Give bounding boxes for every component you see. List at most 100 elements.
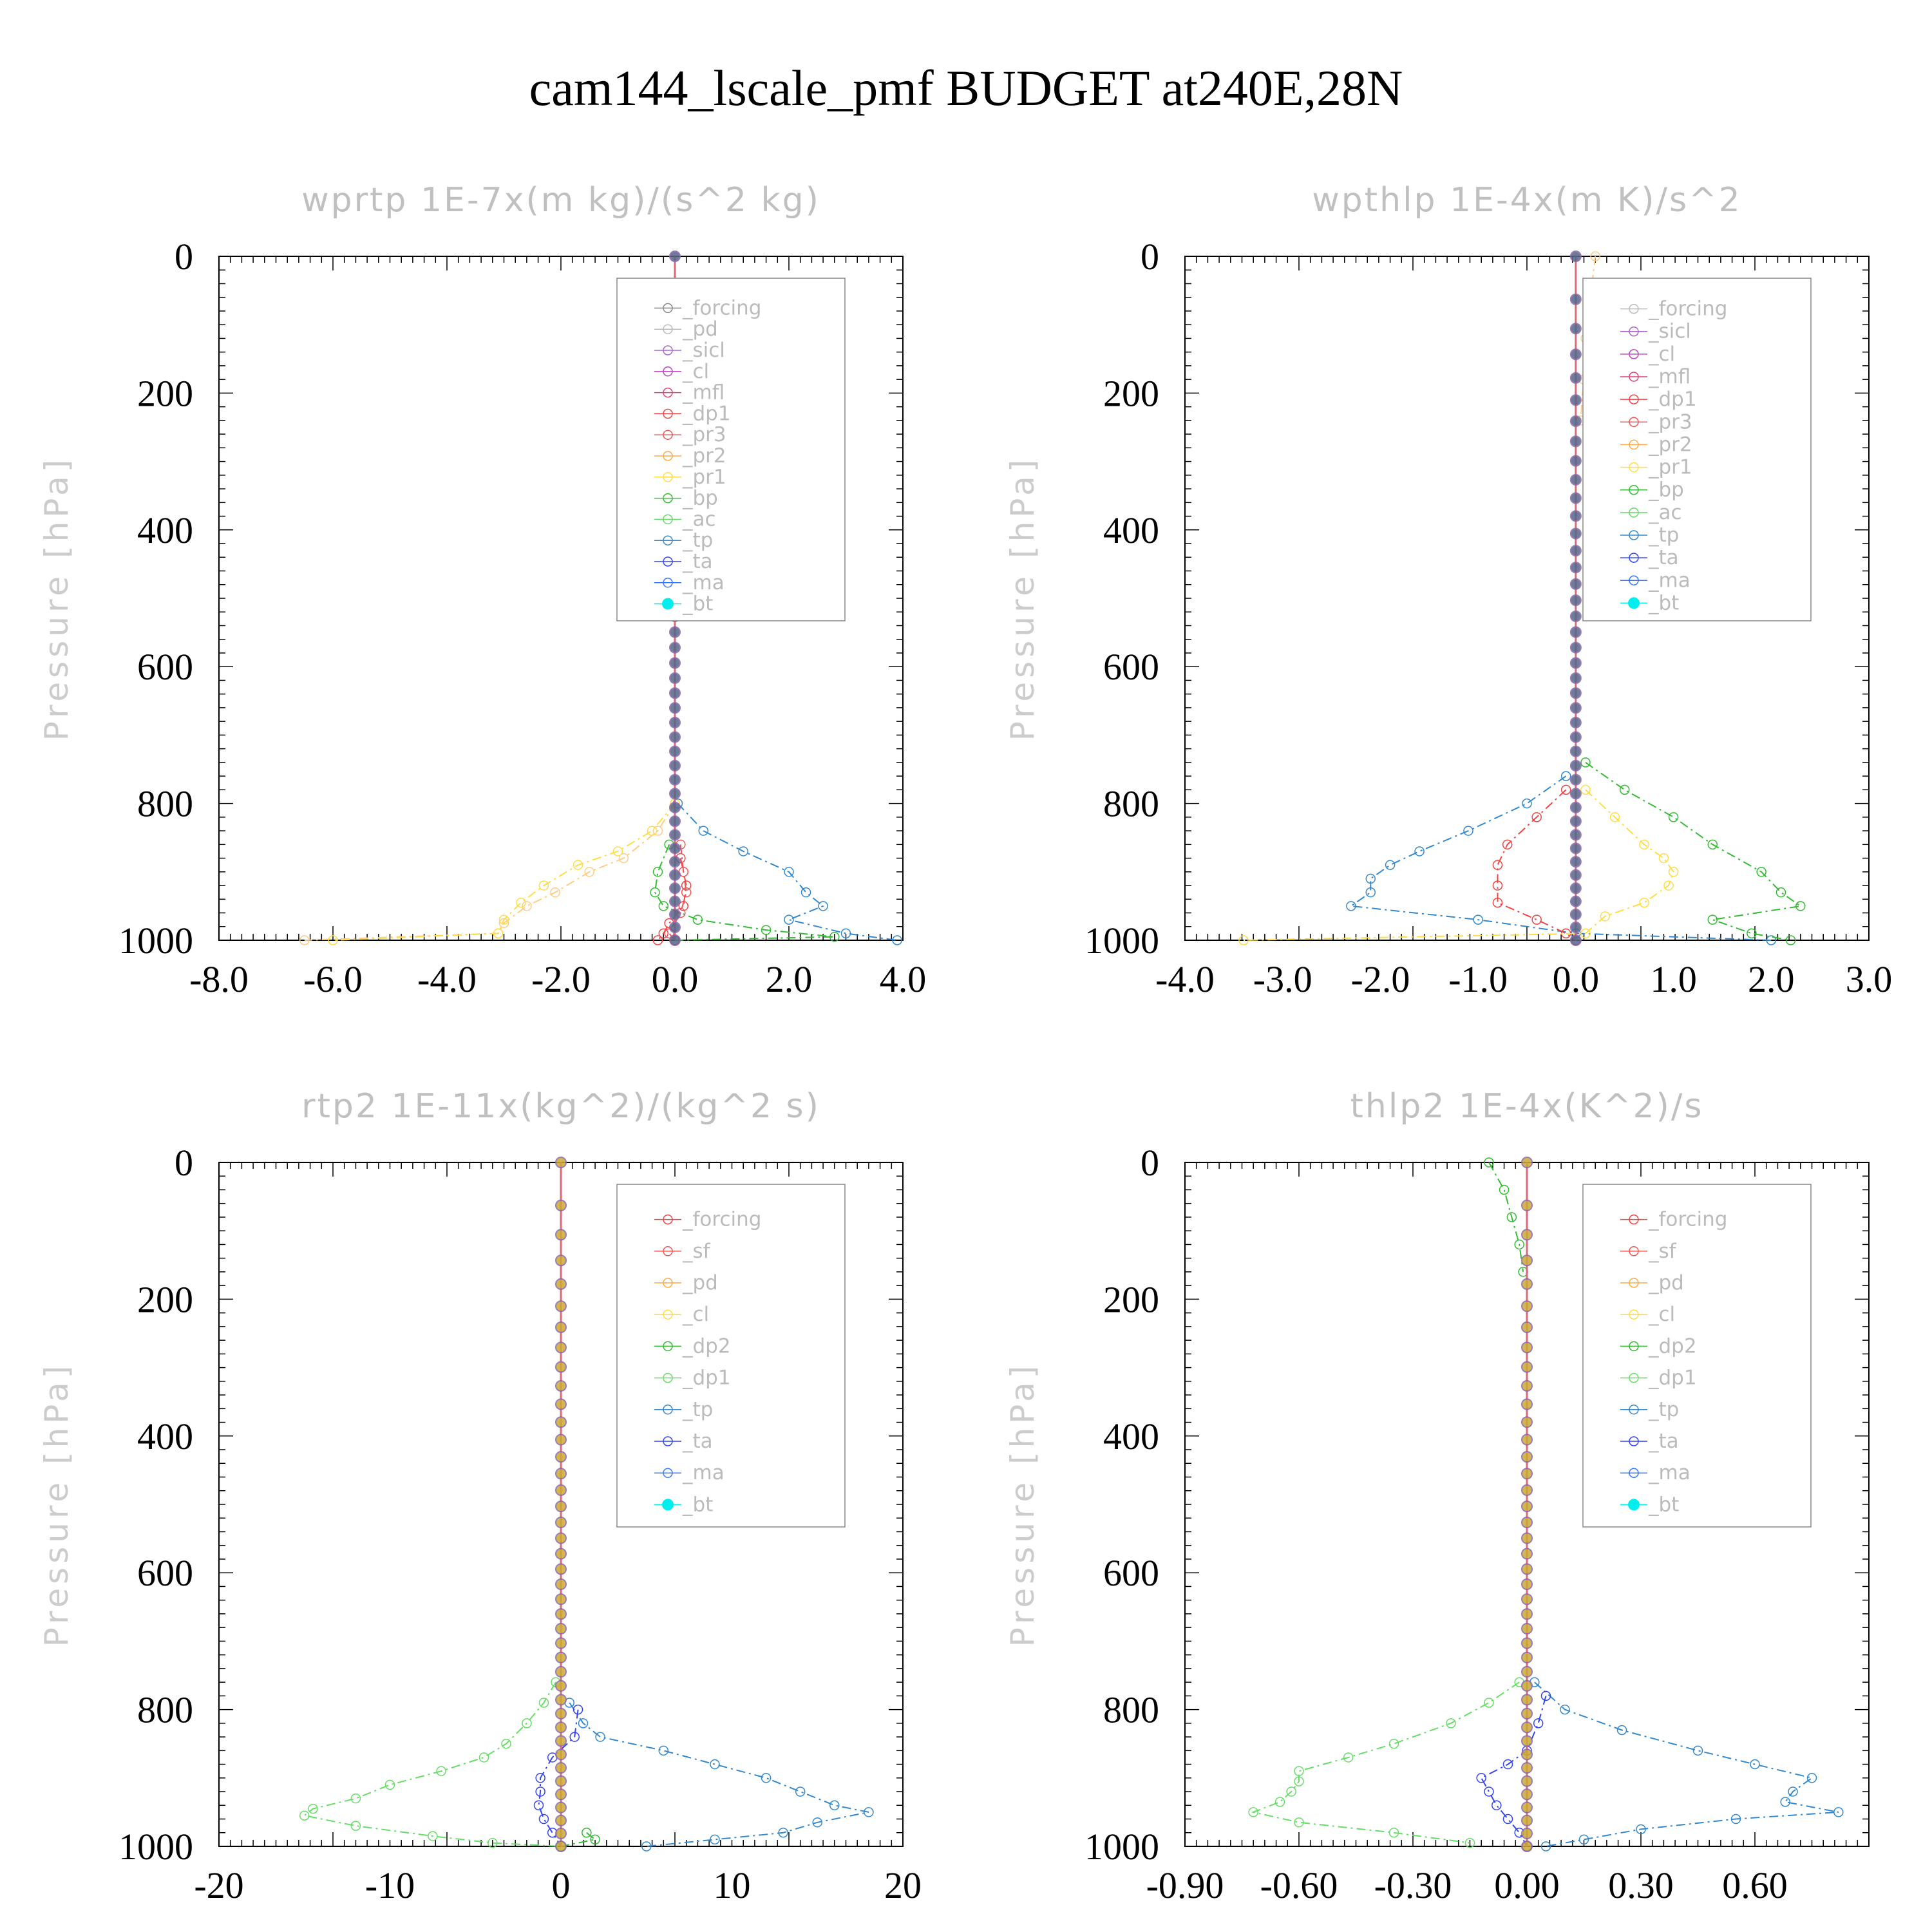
y-tick-label: 0 <box>1141 1142 1159 1184</box>
legend-marker <box>1629 1278 1639 1288</box>
zero-budget-marker <box>1569 626 1582 638</box>
legend-marker <box>1629 507 1639 518</box>
series-point-pr1 <box>612 846 623 857</box>
legend-label: _tp <box>1648 1398 1679 1421</box>
series-point-pr1 <box>573 860 583 870</box>
zero-budget-marker <box>555 1828 567 1840</box>
legend-marker <box>662 1499 674 1511</box>
legend-label: _ta <box>682 1430 713 1453</box>
legend-item: _pd <box>654 1271 718 1294</box>
series-point-dp1 <box>308 1803 318 1814</box>
series-point-pr2 <box>584 867 594 877</box>
legend-item: _ma <box>1620 1461 1690 1484</box>
zero-budget-marker <box>1521 1434 1533 1446</box>
x-tick-label: -8.0 <box>189 958 249 1000</box>
series-line-tp <box>677 802 898 941</box>
y-tick-label: 0 <box>1141 236 1159 278</box>
zero-budget-marker <box>1521 1694 1533 1706</box>
zero-budget-marker <box>669 759 681 772</box>
zero-budget-marker <box>555 1788 567 1801</box>
series-point-bp <box>1747 928 1757 939</box>
x-tick-label: -0.60 <box>1260 1864 1338 1906</box>
zero-budget-marker <box>1569 922 1582 934</box>
series-point-dp1 <box>1248 1807 1258 1817</box>
series-point-tp <box>738 846 748 857</box>
legend-item: _pr1 <box>1620 456 1692 479</box>
legend-label: _pr1 <box>1648 456 1692 479</box>
legend-item: _dp2 <box>1620 1334 1697 1358</box>
zero-budget-marker <box>669 815 681 828</box>
legend-marker <box>1629 1468 1639 1478</box>
panel-title: wpthlp 1E-4x(m K)/s^2 <box>1312 181 1742 220</box>
series-point-dp1 <box>1294 1766 1304 1776</box>
zero-budget-marker <box>1569 908 1582 920</box>
zero-budget-marker <box>555 1434 567 1446</box>
zero-budget-marker <box>555 1762 567 1774</box>
legend-label: _dp1 <box>1648 388 1697 411</box>
series-point-dp1 <box>1492 860 1503 870</box>
zero-budget-marker <box>1521 1637 1533 1649</box>
series-point-dp2 <box>1514 1239 1524 1250</box>
series-point-dp1 <box>1294 1817 1304 1828</box>
legend-item: _pd <box>654 317 718 341</box>
series-point-tp <box>778 1828 788 1838</box>
zero-budget-marker <box>555 1622 567 1634</box>
x-tick-label: -2.0 <box>531 958 591 1000</box>
legend-item: _ac <box>654 507 716 531</box>
series-point-bp <box>658 901 669 911</box>
x-tick-label: 0.00 <box>1494 1864 1560 1906</box>
legend-marker <box>663 430 673 440</box>
series-line-bp <box>654 844 835 941</box>
legend-marker <box>663 556 673 567</box>
series-point-dp1 <box>538 1698 549 1708</box>
series-line-dp2 <box>1488 1162 1524 1273</box>
series-point-dp2 <box>582 1828 592 1838</box>
legend-item: _ma <box>1620 569 1690 592</box>
panel-title: rtp2 1E-11x(kg^2)/(kg^2 s) <box>301 1087 820 1126</box>
y-tick-label: 200 <box>137 1278 193 1320</box>
legend-label: _bp <box>682 487 718 510</box>
x-tick-label: -4.0 <box>1155 958 1215 1000</box>
x-tick-label: -0.90 <box>1146 1864 1224 1906</box>
series-point-ta <box>1540 1690 1551 1701</box>
series-point-ta <box>1502 1759 1513 1770</box>
zero-budget-marker <box>555 1694 567 1706</box>
zero-budget-marker <box>555 1484 567 1496</box>
series-point-pr1 <box>498 914 509 925</box>
zero-budget-marker <box>1521 1321 1533 1333</box>
series-point-tp <box>812 1817 822 1828</box>
series-point-tp <box>1365 887 1376 898</box>
plot-panel-1: -8.0 -6.0 -4.0 -2.0 0.0 2.0 4.0 0 200 400 600 800 10… <box>38 181 926 1000</box>
legend-label: _dp1 <box>682 402 731 425</box>
zero-budget-marker <box>555 1501 567 1513</box>
series-line-dp1 <box>1251 1681 1520 1844</box>
series-point-tp <box>1730 1814 1741 1824</box>
legend-label: _bt <box>1648 591 1679 614</box>
legend-marker <box>663 366 673 377</box>
zero-budget-marker <box>1521 1707 1533 1719</box>
legend-label: _ma <box>1648 1461 1690 1484</box>
series-point-pr1 <box>538 880 549 891</box>
y-tick-label: 1000 <box>118 1826 193 1868</box>
zero-budget-marker <box>1521 1451 1533 1463</box>
series-point-dp1 <box>436 1766 446 1776</box>
zero-budget-marker <box>1569 435 1582 448</box>
series-point-tp <box>1540 1841 1551 1852</box>
x-tick-label: -6.0 <box>303 958 363 1000</box>
y-tick-label: 400 <box>1103 1416 1159 1457</box>
legend-label: _cl <box>1648 343 1675 366</box>
zero-budget-marker <box>555 1563 567 1575</box>
legend-item: _forcing <box>1620 1208 1727 1231</box>
series-point-pr2 <box>299 935 310 945</box>
series-point-tp <box>1616 1725 1627 1736</box>
zero-budget-marker <box>1521 1762 1533 1774</box>
zero-budget-marker <box>669 869 681 881</box>
zero-budget-marker <box>555 1321 567 1333</box>
legend-label: _mfl <box>682 381 724 404</box>
y-tick-label: 200 <box>137 372 193 414</box>
legend-label: _bt <box>682 592 713 616</box>
series-point-ta <box>573 1704 583 1715</box>
series-line-tp <box>1349 775 1772 941</box>
x-tick-label: -20 <box>194 1864 243 1906</box>
